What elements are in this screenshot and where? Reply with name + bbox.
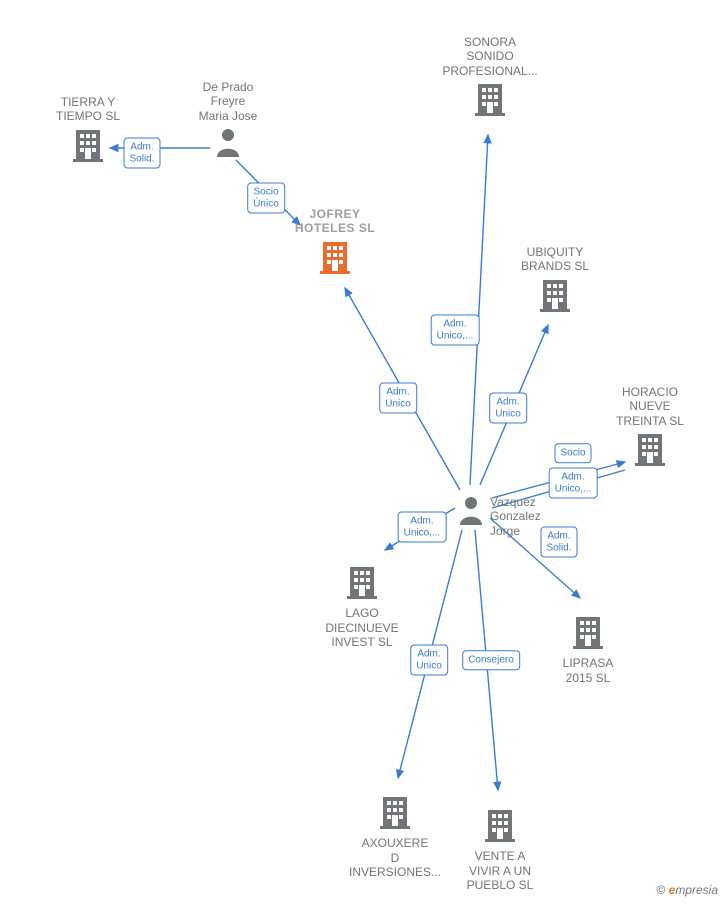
- node-label: De Prado Freyre Maria Jose: [178, 80, 278, 123]
- node-deprado[interactable]: De Prado Freyre Maria Jose: [178, 80, 278, 161]
- building-icon: [380, 795, 410, 832]
- node-liprasa[interactable]: LIPRASA 2015 SL: [538, 615, 638, 685]
- node-horacio[interactable]: HORACIO NUEVE TREINTA SL: [600, 385, 700, 470]
- building-icon: [475, 82, 505, 119]
- edge-label-vazquez-jofrey-2: Adm. Unico: [379, 383, 417, 414]
- node-label: HORACIO NUEVE TREINTA SL: [600, 385, 700, 428]
- edge-label-vazquez-horacio-5: Socio: [554, 443, 591, 463]
- edge-label-vazquez-vente-10: Consejero: [462, 650, 520, 670]
- node-label: LIPRASA 2015 SL: [538, 656, 638, 685]
- node-label: TIERRA Y TIEMPO SL: [38, 95, 138, 124]
- edge-label-deprado-jofrey-1: Socio Único: [247, 183, 285, 214]
- node-label: UBIQUITY BRANDS SL: [505, 245, 605, 274]
- building-icon: [540, 278, 570, 315]
- footer-copyright: © empresia: [656, 883, 718, 897]
- node-jofrey[interactable]: JOFREY HOTELES SL: [285, 207, 385, 277]
- edge-label-deprado-tierra-0: Adm. Solid.: [123, 138, 160, 169]
- node-vente[interactable]: VENTE A VIVIR A UN PUEBLO SL: [450, 808, 550, 893]
- node-vazquez[interactable]: Vazquez Gonzalez Jorge: [458, 495, 618, 542]
- building-icon: [485, 808, 515, 845]
- person-icon: [215, 127, 241, 160]
- node-label: AXOUXERE D INVERSIONES...: [345, 836, 445, 879]
- building-icon: [73, 128, 103, 165]
- edge-label-vazquez-horacio-6: Adm. Unico,...: [549, 468, 598, 499]
- node-lago[interactable]: LAGO DIECINUEVE INVEST SL: [312, 565, 412, 650]
- node-label: VENTE A VIVIR A UN PUEBLO SL: [450, 849, 550, 892]
- person-icon: [458, 495, 484, 528]
- node-axouxere[interactable]: AXOUXERE D INVERSIONES...: [345, 795, 445, 880]
- node-sonora[interactable]: SONORA SONIDO PROFESIONAL...: [440, 35, 540, 120]
- copyright-symbol: ©: [656, 883, 665, 897]
- node-label: SONORA SONIDO PROFESIONAL...: [440, 35, 540, 78]
- node-label: Vazquez Gonzalez Jorge: [490, 495, 541, 538]
- node-label: JOFREY HOTELES SL: [285, 207, 385, 236]
- edge-label-vazquez-sonora-3: Adm. Unico,...: [431, 315, 480, 346]
- diagram-canvas: TIERRA Y TIEMPO SL De Prado Freyre Maria…: [0, 0, 728, 905]
- building-icon: [573, 615, 603, 652]
- brand-rest: mpresia: [675, 883, 718, 897]
- building-icon: [347, 565, 377, 602]
- edge-label-vazquez-ubiquity-4: Adm. Unico: [489, 393, 527, 424]
- building-icon: [635, 432, 665, 469]
- edge-label-vazquez-axouxere-9: Adm. Unico: [410, 645, 448, 676]
- node-ubiquity[interactable]: UBIQUITY BRANDS SL: [505, 245, 605, 315]
- edge-vazquez-sonora: [470, 135, 488, 485]
- edge-label-vazquez-lago-7: Adm. Unico,...: [398, 512, 447, 543]
- building-icon: [320, 240, 350, 277]
- edge-label-vazquez-liprasa-8: Adm. Solid.: [540, 527, 577, 558]
- node-label: LAGO DIECINUEVE INVEST SL: [312, 606, 412, 649]
